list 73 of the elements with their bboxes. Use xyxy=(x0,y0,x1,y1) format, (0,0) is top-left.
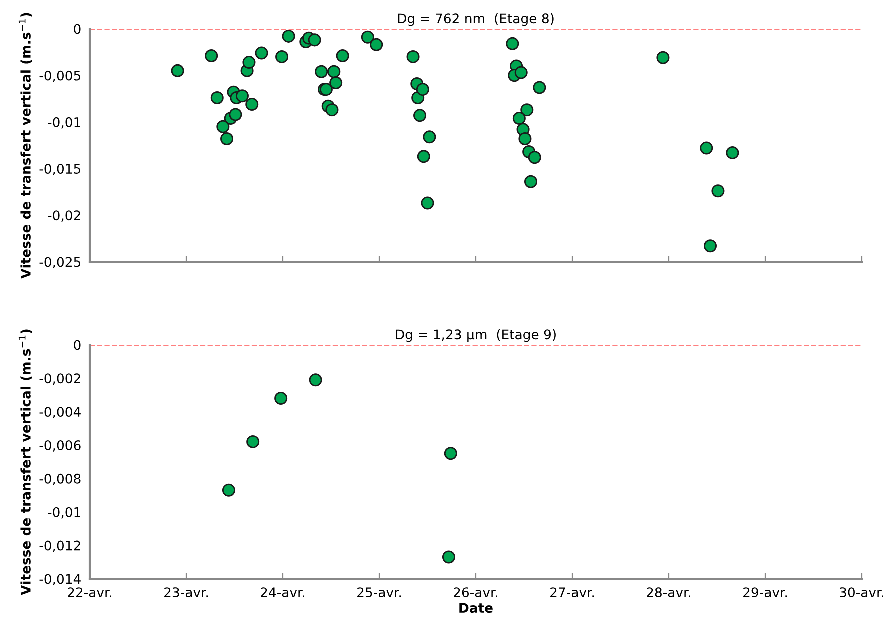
point xyxy=(336,50,350,63)
y-tick-label: -0,004 xyxy=(40,407,81,418)
point xyxy=(326,104,339,117)
y-tick-label: 0 xyxy=(74,340,81,350)
point xyxy=(171,64,184,78)
point xyxy=(274,392,288,405)
point xyxy=(524,175,538,188)
x-tick-label: 28-avr. xyxy=(647,588,691,598)
point xyxy=(315,65,328,78)
point xyxy=(229,108,242,122)
x-tick-label: 30-avr. xyxy=(840,588,884,598)
point xyxy=(330,76,343,90)
point xyxy=(242,56,256,70)
point xyxy=(712,184,725,198)
point xyxy=(276,50,289,64)
point xyxy=(328,65,341,78)
y-tick-label: -0,02 xyxy=(48,210,80,222)
y-tick-label: -0,01 xyxy=(48,507,80,519)
y-tick-label: -0,012 xyxy=(40,540,80,552)
point xyxy=(528,151,542,164)
point xyxy=(222,484,236,497)
point xyxy=(416,83,430,96)
point xyxy=(656,51,670,64)
x-tick-label: 24-avr. xyxy=(261,588,305,598)
x-tick-label: 25-avr. xyxy=(358,588,402,598)
point xyxy=(205,50,218,63)
point xyxy=(282,30,296,43)
point xyxy=(417,150,430,164)
y-tick-label: -0,002 xyxy=(40,374,80,385)
point xyxy=(246,98,259,111)
chart-title: Dg = 762 nm (Etage 8) xyxy=(398,13,554,26)
point xyxy=(726,146,740,160)
y-tick-label: -0,025 xyxy=(40,257,81,269)
y-axis-title: Vitesse de transfert vertical (m.s$^{−1}$) xyxy=(18,330,32,596)
point xyxy=(423,130,436,144)
point xyxy=(255,46,268,60)
point xyxy=(506,37,520,50)
point xyxy=(406,50,420,64)
y-tick-label: -0,014 xyxy=(40,574,81,586)
point xyxy=(308,34,322,47)
point xyxy=(361,30,374,44)
x-tick-label: 26-avr. xyxy=(454,588,498,598)
x-tick-label: 27-avr. xyxy=(550,588,594,598)
y-tick-label: -0,008 xyxy=(40,474,81,486)
point xyxy=(514,66,528,80)
point xyxy=(236,90,249,103)
x-tick-label: 29-avr. xyxy=(744,588,788,598)
x-tick-label: 22-avr. xyxy=(68,588,112,598)
point xyxy=(700,142,714,155)
y-tick-label: 0 xyxy=(74,24,81,34)
point xyxy=(533,81,546,94)
point xyxy=(216,120,230,134)
point xyxy=(246,435,260,448)
point xyxy=(442,550,456,564)
y-tick-label: -0,01 xyxy=(48,117,80,129)
x-axis-title: Date xyxy=(460,603,493,614)
point xyxy=(210,91,224,104)
point xyxy=(370,38,384,52)
x-tick-label: 23-avr. xyxy=(164,588,208,598)
point xyxy=(414,109,427,122)
y-tick-label: -0,006 xyxy=(40,440,81,452)
point xyxy=(518,132,532,146)
y-axis-title: Vitesse de transfert vertical (m.s$^{−1}$) xyxy=(18,13,32,279)
point xyxy=(220,132,234,146)
y-tick-label: -0,015 xyxy=(40,164,81,176)
y-tick-label: -0,005 xyxy=(40,70,81,82)
point xyxy=(444,447,458,460)
point xyxy=(309,374,322,387)
point xyxy=(421,196,434,210)
chart-title: Dg = 1,23 µm (Etage 9) xyxy=(396,329,556,342)
point xyxy=(512,112,526,125)
point xyxy=(704,240,717,253)
point xyxy=(520,104,534,117)
